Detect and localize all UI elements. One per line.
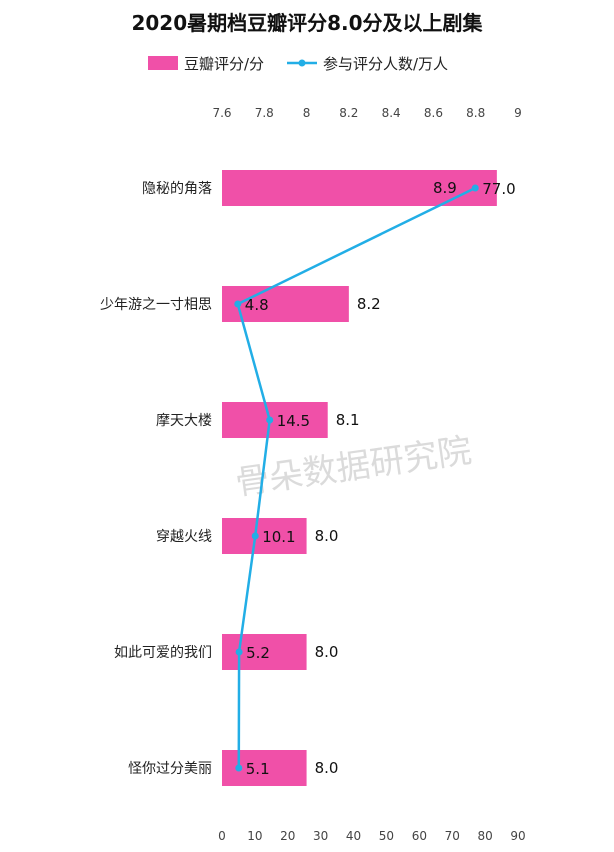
line-point bbox=[251, 532, 259, 540]
top-tick-label: 9 bbox=[514, 106, 522, 120]
line-point bbox=[234, 300, 242, 308]
bottom-tick-label: 30 bbox=[313, 829, 328, 843]
legend-label-bar: 豆瓣评分/分 bbox=[184, 55, 264, 73]
bar-value-label: 8.9 bbox=[433, 179, 457, 197]
bar bbox=[222, 518, 307, 554]
bottom-tick-label: 0 bbox=[218, 829, 226, 843]
line-value-label: 5.2 bbox=[246, 644, 270, 662]
legend-label-line: 参与评分人数/万人 bbox=[323, 55, 448, 73]
bar bbox=[222, 286, 349, 322]
top-tick-label: 8 bbox=[303, 106, 311, 120]
legend-swatch-bar bbox=[148, 56, 178, 70]
data-labels: 8.9 77.0 8.2 4.8 8.1 14.5 8.0 10.1 8.0 5.2 8.0 5.1 bbox=[245, 179, 516, 778]
line-value-label: 77.0 bbox=[482, 180, 515, 198]
top-axis: 7.6 7.8 8 8.2 8.4 8.6 8.8 9 bbox=[212, 106, 521, 120]
category-label: 少年游之一寸相思 bbox=[100, 297, 212, 313]
legend-swatch-marker bbox=[298, 59, 306, 67]
category-label: 摩天大楼 bbox=[156, 412, 212, 429]
line-path bbox=[236, 186, 476, 769]
top-tick-label: 8.6 bbox=[424, 106, 443, 120]
bottom-tick-label: 90 bbox=[510, 829, 525, 843]
category-label: 穿越火线 bbox=[156, 529, 212, 545]
line-series bbox=[234, 184, 479, 772]
bar-value-label: 8.0 bbox=[315, 643, 339, 661]
bar-value-label: 8.0 bbox=[315, 759, 339, 777]
bar-value-label: 8.1 bbox=[336, 411, 360, 429]
bottom-tick-label: 40 bbox=[346, 829, 361, 843]
watermark: 骨朵数据研究院 bbox=[233, 431, 474, 504]
category-label: 怪你过分美丽 bbox=[128, 761, 212, 777]
top-tick-label: 7.6 bbox=[212, 106, 231, 120]
bottom-tick-label: 50 bbox=[379, 829, 394, 843]
bottom-tick-label: 20 bbox=[280, 829, 295, 843]
top-tick-label: 8.2 bbox=[339, 106, 358, 120]
bar-value-label: 8.0 bbox=[315, 527, 339, 545]
category-label: 如此可爱的我们 bbox=[114, 645, 212, 661]
top-tick-label: 8.8 bbox=[466, 106, 485, 120]
line-point bbox=[471, 184, 479, 192]
top-tick-label: 7.8 bbox=[255, 106, 274, 120]
category-label: 隐秘的角落 bbox=[142, 181, 212, 197]
bottom-tick-label: 10 bbox=[247, 829, 262, 843]
bar bbox=[222, 402, 328, 438]
bottom-tick-label: 80 bbox=[477, 829, 492, 843]
line-value-label: 4.8 bbox=[245, 296, 269, 314]
bar-value-label: 8.2 bbox=[357, 295, 381, 313]
line-value-label: 10.1 bbox=[262, 528, 295, 546]
bottom-tick-label: 60 bbox=[412, 829, 427, 843]
line-point bbox=[235, 764, 243, 772]
bottom-axis: 0 10 20 30 40 50 60 70 80 90 bbox=[218, 829, 525, 843]
bottom-tick-label: 70 bbox=[445, 829, 460, 843]
line-value-label: 14.5 bbox=[277, 412, 310, 430]
line-point bbox=[266, 416, 274, 424]
top-tick-label: 8.4 bbox=[382, 106, 401, 120]
line-point bbox=[235, 648, 243, 656]
legend: 豆瓣评分/分 参与评分人数/万人 bbox=[148, 55, 448, 73]
chart-title: 2020暑期档豆瓣评分8.0分及以上剧集 bbox=[131, 11, 483, 35]
line-value-label: 5.1 bbox=[246, 760, 270, 778]
